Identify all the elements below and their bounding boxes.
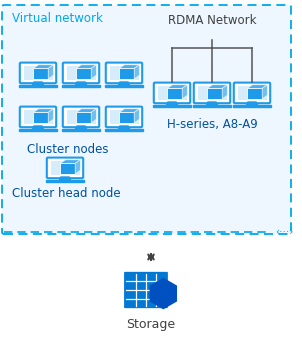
Polygon shape [48, 109, 53, 123]
Polygon shape [62, 129, 100, 131]
Polygon shape [60, 164, 75, 174]
FancyBboxPatch shape [106, 107, 142, 127]
Polygon shape [166, 102, 178, 105]
Polygon shape [207, 88, 222, 99]
FancyBboxPatch shape [63, 63, 99, 83]
Polygon shape [60, 160, 80, 164]
FancyBboxPatch shape [66, 66, 95, 80]
Polygon shape [119, 113, 134, 123]
Polygon shape [233, 105, 271, 107]
Polygon shape [105, 129, 143, 131]
FancyBboxPatch shape [154, 83, 190, 103]
Polygon shape [222, 85, 227, 99]
FancyBboxPatch shape [24, 110, 53, 123]
Polygon shape [134, 109, 140, 123]
Polygon shape [119, 68, 134, 79]
FancyBboxPatch shape [2, 5, 291, 234]
Polygon shape [59, 177, 71, 180]
Polygon shape [206, 102, 218, 105]
FancyBboxPatch shape [20, 63, 56, 83]
FancyBboxPatch shape [110, 66, 139, 80]
Polygon shape [246, 102, 258, 105]
Polygon shape [247, 85, 268, 88]
Polygon shape [153, 105, 191, 107]
Text: H-series, A8-A9: H-series, A8-A9 [167, 118, 257, 131]
Polygon shape [167, 88, 182, 99]
FancyBboxPatch shape [47, 158, 83, 178]
Text: ‹···›: ‹···› [275, 227, 293, 237]
Polygon shape [134, 65, 140, 79]
Polygon shape [33, 65, 53, 68]
Polygon shape [62, 85, 100, 87]
Polygon shape [32, 82, 44, 85]
Polygon shape [105, 85, 143, 87]
FancyBboxPatch shape [24, 66, 53, 80]
Polygon shape [247, 88, 262, 99]
Text: RDMA Network: RDMA Network [168, 14, 256, 27]
Polygon shape [207, 85, 227, 88]
Polygon shape [182, 85, 188, 99]
Polygon shape [33, 68, 48, 79]
FancyBboxPatch shape [20, 107, 56, 127]
Polygon shape [76, 109, 96, 113]
Polygon shape [33, 109, 53, 113]
Polygon shape [76, 68, 91, 79]
Polygon shape [118, 82, 130, 85]
Polygon shape [262, 85, 268, 99]
Polygon shape [91, 65, 96, 79]
Polygon shape [118, 126, 130, 129]
Polygon shape [119, 109, 140, 113]
FancyBboxPatch shape [198, 86, 226, 100]
Polygon shape [119, 65, 140, 68]
Polygon shape [193, 105, 231, 107]
Bar [125, 273, 167, 307]
FancyBboxPatch shape [66, 110, 95, 123]
Polygon shape [167, 85, 188, 88]
Polygon shape [32, 126, 44, 129]
FancyBboxPatch shape [110, 110, 139, 123]
Polygon shape [46, 180, 84, 182]
Text: Storage: Storage [127, 318, 175, 331]
Text: Cluster nodes: Cluster nodes [27, 143, 109, 156]
FancyBboxPatch shape [194, 83, 230, 103]
Polygon shape [48, 65, 53, 79]
FancyBboxPatch shape [234, 83, 270, 103]
Polygon shape [75, 160, 80, 174]
Polygon shape [75, 126, 87, 129]
Polygon shape [19, 129, 57, 131]
FancyBboxPatch shape [124, 272, 168, 308]
Polygon shape [75, 82, 87, 85]
Polygon shape [76, 65, 96, 68]
Polygon shape [33, 113, 48, 123]
FancyBboxPatch shape [106, 63, 142, 83]
FancyBboxPatch shape [237, 86, 266, 100]
Text: Cluster head node: Cluster head node [12, 187, 120, 200]
FancyBboxPatch shape [50, 161, 79, 174]
Polygon shape [19, 85, 57, 87]
FancyBboxPatch shape [158, 86, 187, 100]
Polygon shape [76, 113, 91, 123]
Polygon shape [149, 278, 177, 309]
FancyBboxPatch shape [63, 107, 99, 127]
Polygon shape [91, 109, 96, 123]
Text: Virtual network: Virtual network [12, 12, 103, 25]
